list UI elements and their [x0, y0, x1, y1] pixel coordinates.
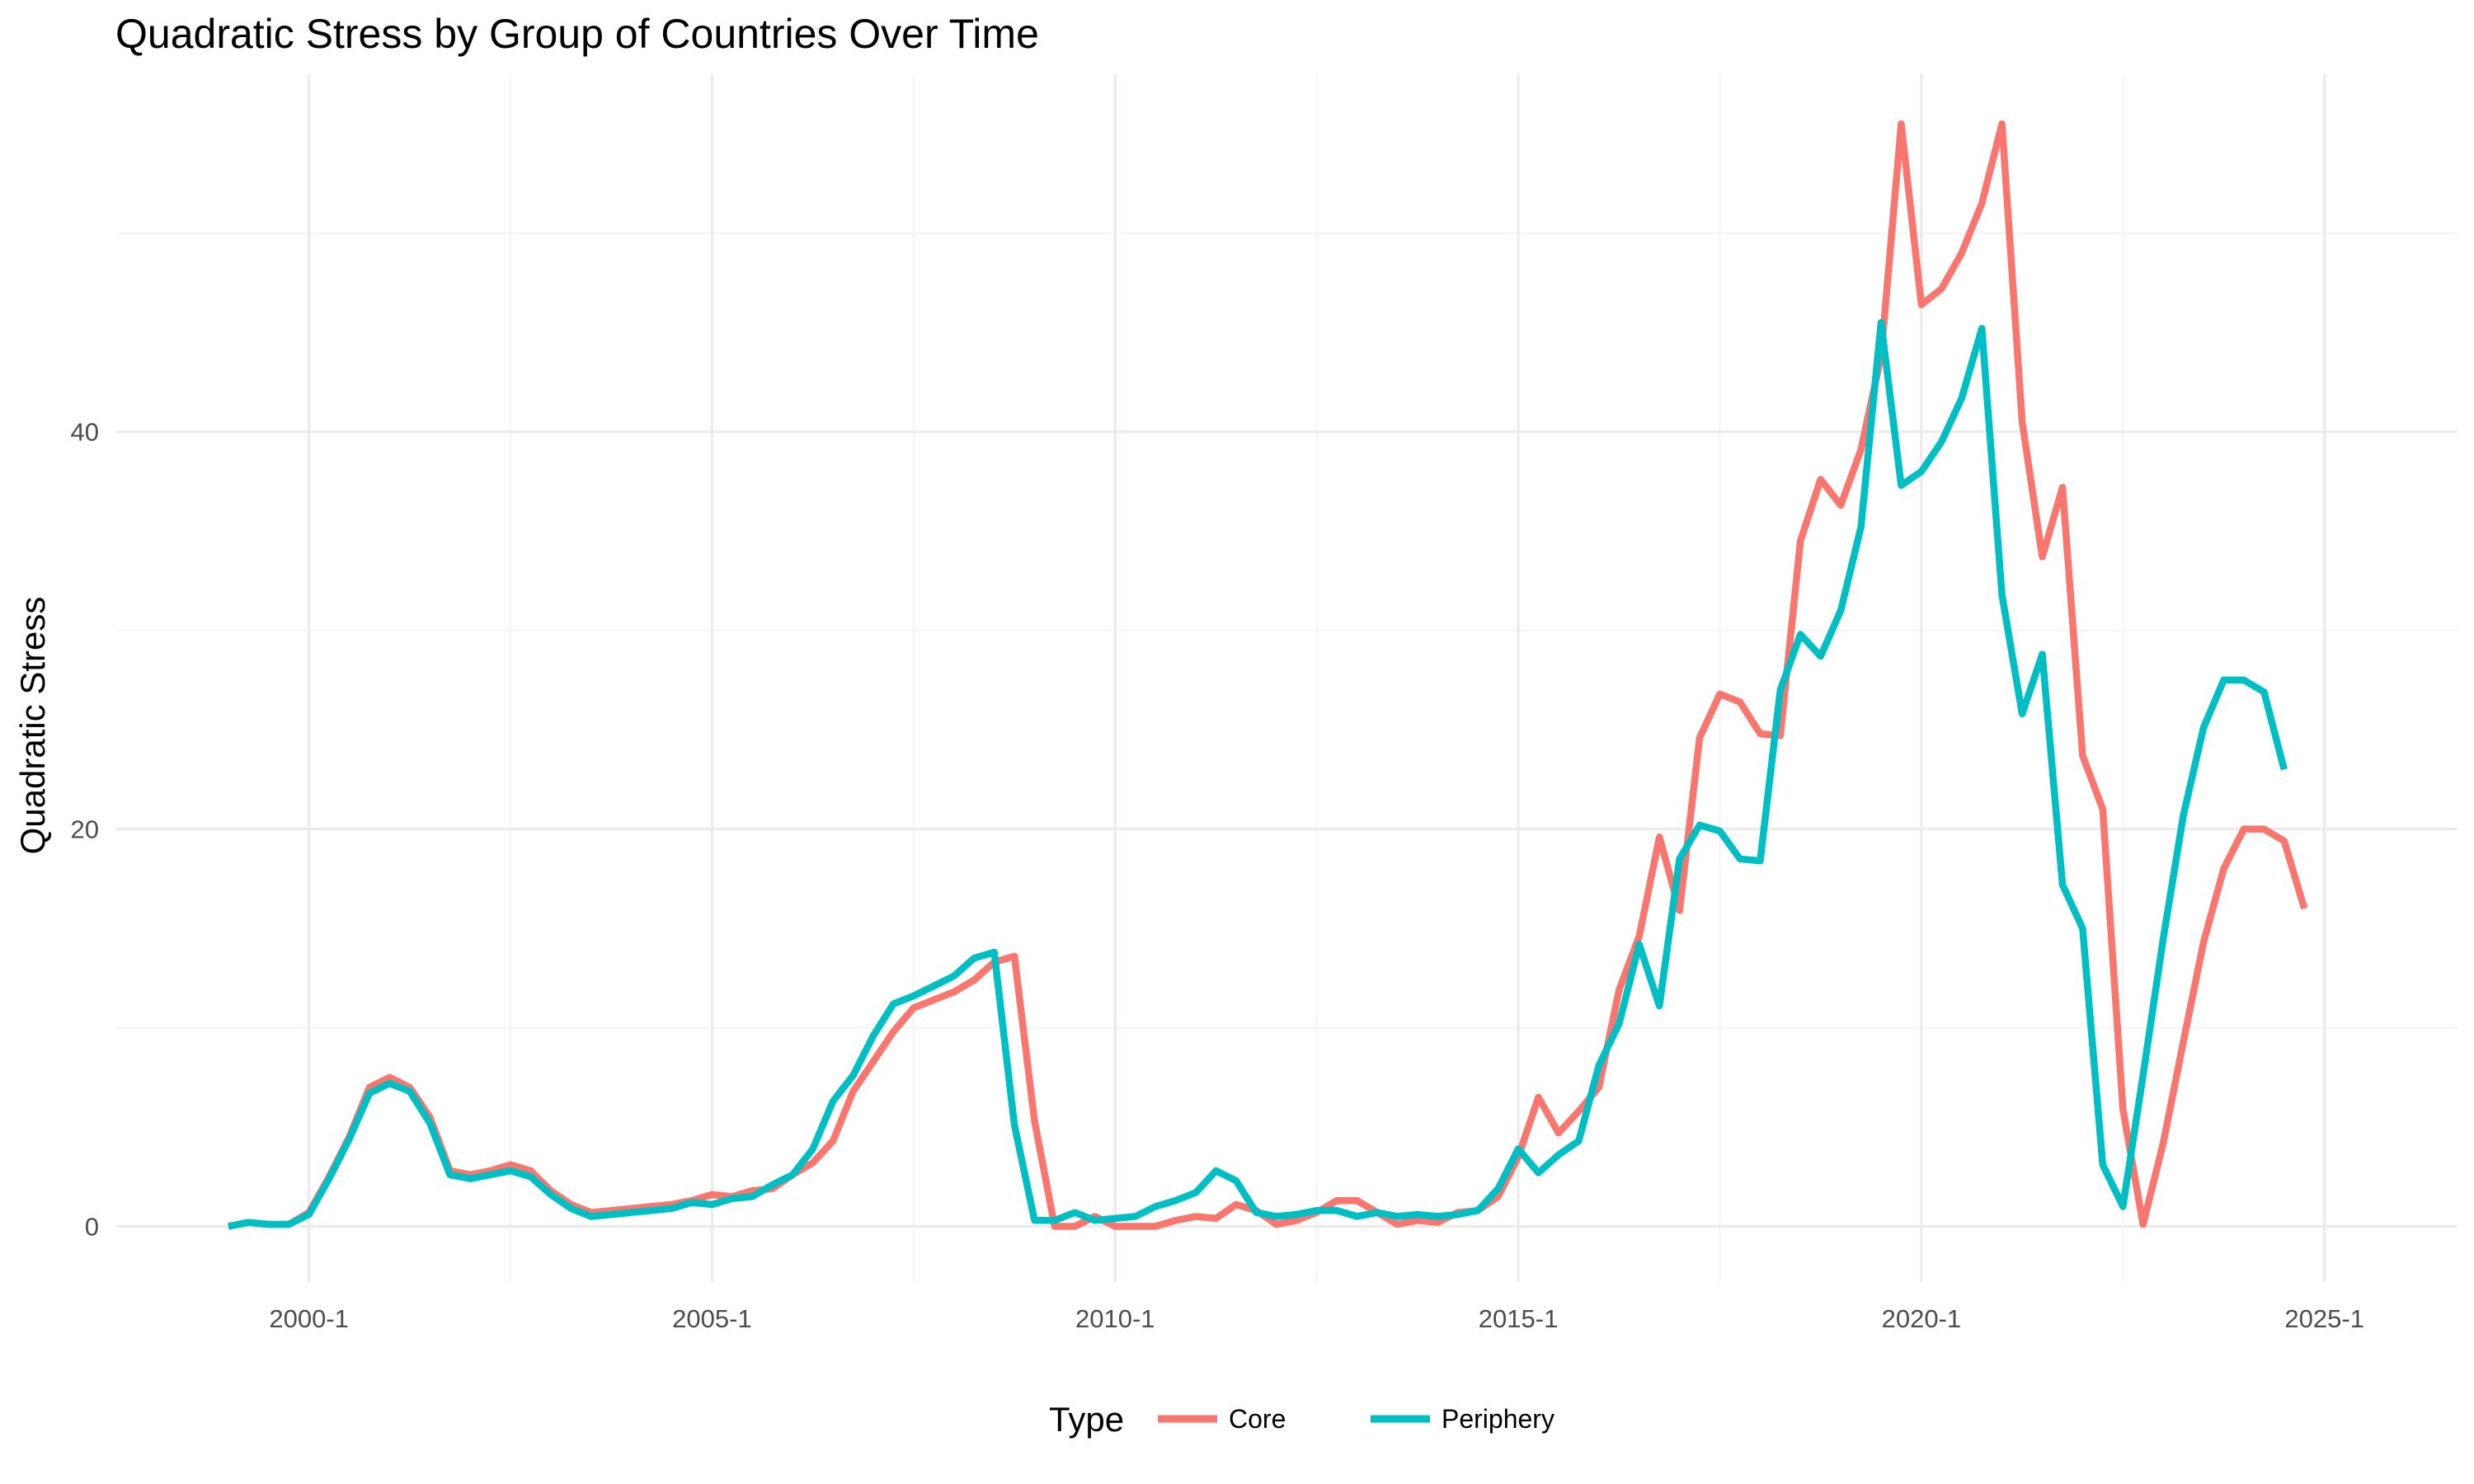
legend-label: Core: [1229, 1404, 1286, 1434]
y-tick-label: 0: [85, 1213, 99, 1242]
legend-title: Type: [1049, 1400, 1124, 1439]
x-tick-label: 2025-1: [2284, 1304, 2364, 1333]
x-tick-label: 2020-1: [1882, 1304, 1962, 1333]
series-line-periphery: [228, 318, 2288, 1230]
legend-label: Periphery: [1442, 1404, 1554, 1434]
x-tick-label: 2015-1: [1479, 1304, 1559, 1333]
legend-item-periphery: Periphery: [1371, 1404, 1554, 1434]
grid: [115, 74, 2458, 1282]
x-tick-labels: 2000-1 2005-1 2010-1 2015-1 2020-1 2025-1: [269, 1304, 2364, 1333]
y-tick-labels: 0 20 40: [71, 418, 99, 1242]
legend: Type Core Periphery: [1049, 1400, 1554, 1439]
x-tick-label: 2010-1: [1075, 1304, 1155, 1333]
series-lines: [228, 120, 2308, 1230]
y-tick-label: 20: [71, 815, 99, 844]
y-tick-label: 40: [71, 418, 99, 447]
x-tick-label: 2005-1: [672, 1304, 752, 1333]
series-line-core: [228, 120, 2308, 1230]
y-axis-title: Quadratic Stress: [13, 597, 52, 855]
legend-items: Core Periphery: [1158, 1404, 1554, 1434]
legend-item-core: Core: [1158, 1404, 1286, 1434]
chart-title: Quadratic Stress by Group of Countries O…: [115, 11, 1039, 57]
x-tick-label: 2000-1: [269, 1304, 349, 1333]
